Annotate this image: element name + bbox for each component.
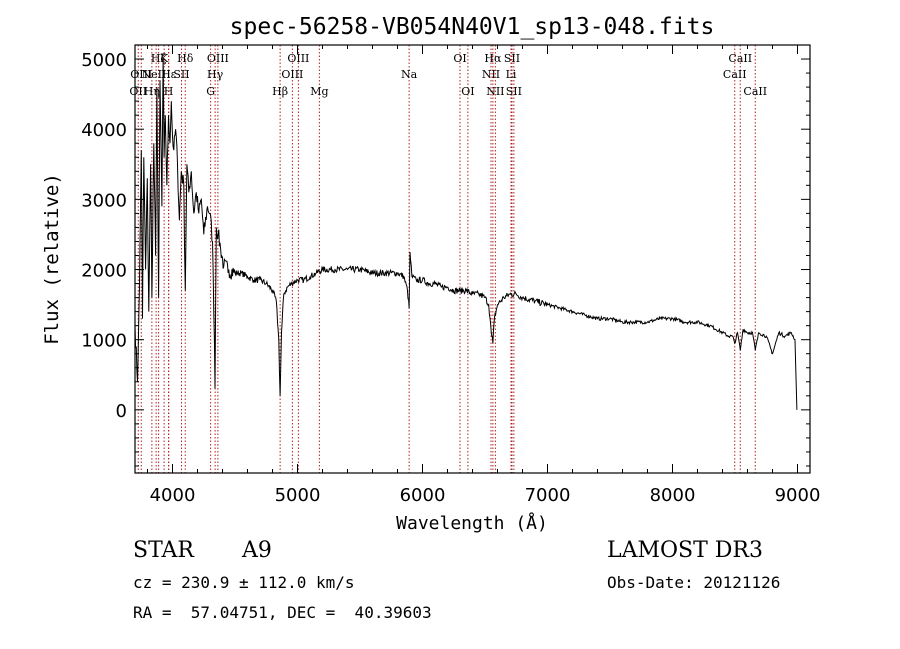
spectral-line-label: Hα [484, 52, 502, 65]
spectral-line-label: NeIII [142, 68, 171, 81]
plot-frame [134, 44, 811, 474]
spectral-line-label: OIII [130, 68, 152, 81]
y-tick-label: 3000 [81, 190, 127, 211]
spectral-line-label: NII [486, 85, 504, 98]
object-class: STAR [133, 538, 194, 563]
spectral-line-label: Hβ [272, 85, 288, 98]
spectral-line-label: OI [453, 52, 466, 65]
spectral-line-label: Hδ [177, 52, 194, 65]
y-tick-label: 5000 [81, 50, 127, 71]
x-tick-label: 5000 [275, 485, 321, 506]
redshift-cz: cz = 230.9 ± 112.0 km/s [133, 573, 355, 592]
object-subclass: A9 [242, 538, 272, 563]
spectral-line-label: Hη [144, 85, 160, 98]
axes: 4000 5000 6000 7000 8000 9000 0 1000 2000 3000 400… [81, 44, 821, 506]
spectral-line-label: Hζ [151, 52, 167, 65]
spectral-line-label: OII [129, 85, 147, 98]
obs-date: Obs-Date: 20121126 [607, 573, 781, 592]
ra-dec: RA = 57.04751, DEC = 40.39603 [133, 603, 432, 622]
y-tick-label: 1000 [81, 331, 127, 352]
spectral-line-label: K [160, 52, 169, 65]
spectral-line-label: Na [401, 68, 418, 81]
spectral-line-label: SII [173, 68, 189, 81]
spectral-line-label: CaII [743, 85, 767, 98]
x-tick-label: 6000 [400, 485, 446, 506]
spectral-line-label: NII [482, 68, 500, 81]
x-axis-label: Wavelength (Å) [396, 512, 548, 534]
spectral-line-label: OIII [207, 52, 229, 65]
spectral-line-label: G [206, 85, 215, 98]
spectral-line-label: CaII [723, 68, 747, 81]
spectral-line-label: Li [506, 68, 517, 81]
y-tick-label: 2000 [81, 261, 127, 282]
flux-series-line [134, 58, 798, 410]
spectral-line-label: Hε [161, 68, 177, 81]
y-tick-label: 4000 [81, 120, 127, 141]
spectral-line-label: H [164, 85, 174, 98]
y-axis-label: Flux (relative) [41, 173, 63, 345]
spectral-line-label: SII [506, 85, 522, 98]
x-tick-label: 9000 [775, 485, 821, 506]
survey-label: LAMOST DR3 [607, 538, 763, 563]
x-tick-label: 8000 [650, 485, 696, 506]
spectral-line-label: OIII [287, 52, 309, 65]
y-tick-label: 0 [116, 401, 127, 422]
x-tick-label: 4000 [150, 485, 196, 506]
chart-title: spec-56258-VB054N40V1_sp13-048.fits [230, 14, 715, 40]
spectral-line-label: SII [504, 52, 520, 65]
spectral-line-label: OI [461, 85, 474, 98]
spectral-line-label: Hγ [207, 68, 224, 81]
spectral-line-label: Mg [310, 85, 328, 98]
spectral-line-label: OIII [281, 68, 303, 81]
spectral-line-label: CaII [728, 52, 752, 65]
x-tick-label: 7000 [525, 485, 571, 506]
